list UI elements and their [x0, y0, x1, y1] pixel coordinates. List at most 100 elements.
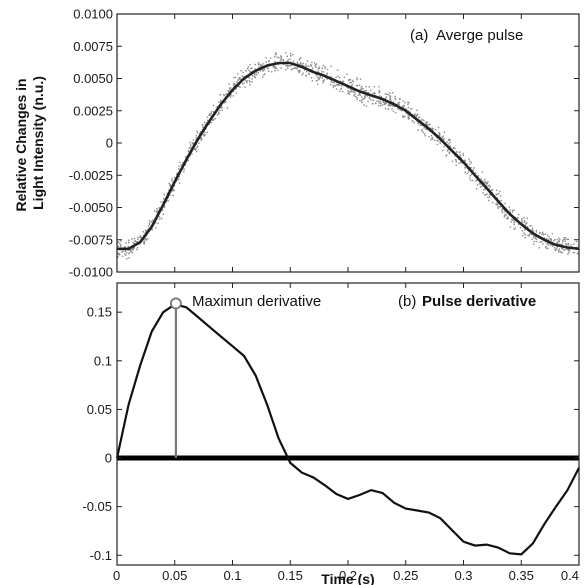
scatter-point [464, 171, 466, 173]
scatter-point [232, 90, 235, 93]
scatter-point [319, 75, 321, 77]
scatter-point [246, 81, 248, 84]
scatter-point [571, 245, 573, 248]
scatter-point [218, 113, 220, 115]
y-tick-label: 0 [105, 451, 112, 466]
scatter-point [173, 189, 175, 191]
scatter-point [172, 190, 174, 192]
scatter-point [564, 237, 567, 239]
scatter-point [394, 95, 396, 98]
scatter-point [550, 239, 553, 241]
scatter-point [508, 206, 511, 208]
scatter-point [561, 243, 563, 245]
scatter-point [352, 90, 355, 92]
scatter-point [433, 139, 436, 141]
scatter-point [405, 108, 408, 110]
scatter-point [425, 121, 427, 123]
scatter-point [260, 64, 262, 66]
scatter-point [310, 77, 313, 79]
scatter-point [545, 246, 547, 249]
scatter-point [425, 128, 427, 130]
scatter-point [274, 60, 276, 63]
scatter-point [352, 91, 355, 93]
scatter-point [330, 81, 333, 83]
scatter-point [486, 182, 488, 185]
scatter-point [352, 81, 354, 83]
scatter-point [361, 85, 363, 88]
scatter-point [316, 79, 318, 82]
scatter-point [263, 74, 265, 76]
scatter-point [432, 128, 434, 130]
scatter-point [560, 251, 562, 254]
scatter-point [150, 221, 152, 223]
scatter-point [251, 67, 253, 70]
scatter-point [127, 245, 129, 248]
scatter-point [369, 96, 371, 98]
scatter-point [378, 95, 381, 97]
scatter-point [419, 116, 421, 119]
scatter-point [509, 209, 511, 211]
scatter-point [210, 112, 212, 115]
scatter-point [209, 114, 211, 116]
scatter-point [253, 75, 256, 77]
scatter-point [392, 110, 395, 113]
scatter-point [238, 78, 240, 81]
scatter-point [229, 96, 232, 98]
scatter-point [523, 219, 526, 222]
scatter-point [335, 88, 338, 90]
x-tick-label: 0.25 [393, 568, 418, 583]
scatter-point [384, 97, 387, 99]
scatter-point [223, 94, 226, 97]
scatter-point [404, 108, 406, 110]
scatter-point [254, 63, 256, 66]
scatter-point [333, 82, 335, 84]
scatter-point [184, 156, 187, 158]
scatter-point [190, 146, 192, 148]
scatter-point [408, 115, 410, 117]
scatter-point [447, 148, 449, 151]
scatter-point [378, 85, 380, 88]
scatter-point [156, 208, 158, 210]
scatter-point [524, 237, 526, 239]
scatter-point [333, 85, 335, 87]
scatter-point [348, 79, 350, 81]
scatter-point [496, 189, 498, 192]
scatter-point [527, 234, 529, 236]
scatter-point [151, 229, 153, 231]
scatter-point [389, 96, 392, 98]
scatter-point [567, 248, 569, 250]
scatter-point [557, 241, 559, 243]
scatter-point [511, 218, 513, 221]
scatter-point [481, 171, 483, 173]
scatter-point [567, 238, 569, 241]
scatter-point [129, 250, 132, 252]
scatter-point [399, 98, 401, 101]
scatter-point [567, 253, 569, 255]
scatter-point [182, 161, 184, 164]
scatter-point [204, 121, 206, 123]
scatter-point [143, 241, 146, 243]
scatter-point [404, 115, 406, 118]
y-axis-label-line-1: Relative Changes in [13, 78, 29, 211]
scatter-point [326, 73, 328, 75]
scatter-point [145, 235, 148, 237]
scatter-point [192, 139, 195, 141]
scatter-point [167, 200, 169, 202]
scatter-point [148, 223, 151, 226]
scatter-point [375, 102, 377, 105]
scatter-point [249, 71, 252, 73]
scatter-point [145, 230, 147, 232]
scatter-point [512, 219, 514, 221]
scatter-point [462, 152, 464, 155]
scatter-point [230, 87, 232, 89]
scatter-point [476, 179, 479, 181]
scatter-point [501, 210, 503, 212]
x-tick-label: 0.35 [509, 568, 534, 583]
scatter-point [292, 60, 295, 62]
scatter-point [263, 68, 266, 70]
scatter-point [351, 88, 353, 91]
scatter-point [285, 65, 287, 67]
scatter-point [488, 194, 491, 196]
scatter-point [531, 229, 534, 232]
scatter-point [403, 116, 405, 118]
